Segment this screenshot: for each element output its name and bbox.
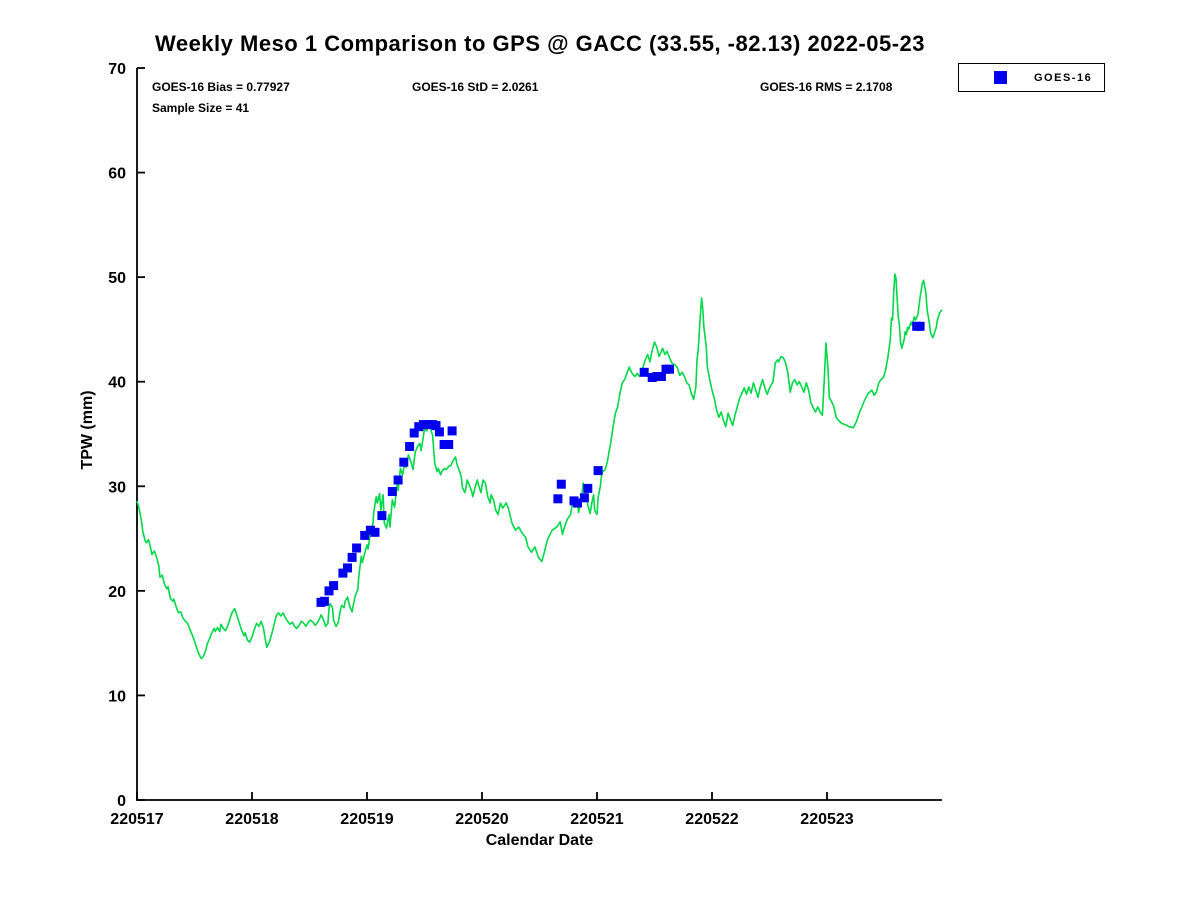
goes16-sample-marker: [360, 530, 370, 540]
goes16-sample-marker: [553, 494, 563, 504]
stat-sample-size: Sample Size = 41: [152, 101, 250, 115]
stat-rms: GOES-16 RMS = 2.1708: [760, 80, 893, 94]
legend-square-marker-icon: [994, 71, 1007, 84]
stat-bias: GOES-16 Bias = 0.77927: [152, 80, 290, 94]
goes16-sample-marker: [656, 372, 666, 381]
x-tick-label: 220521: [570, 811, 623, 828]
goes16-sample-marker: [370, 527, 380, 537]
goes16-sample-marker: [444, 440, 454, 449]
goes16-sample-marker: [393, 475, 403, 485]
legend-box: GOES-16: [958, 63, 1105, 92]
goes16-sample-marker: [347, 552, 357, 562]
y-tick-label: 10: [108, 688, 126, 705]
x-tick-label: 220523: [800, 811, 853, 828]
goes16-sample-marker: [447, 426, 457, 436]
legend-label: GOES-16: [1034, 71, 1093, 84]
goes16-sample-marker: [409, 428, 419, 438]
goes16-sample-marker: [365, 525, 375, 535]
goes16-sample-marker: [556, 479, 566, 489]
goes16-sample-marker: [915, 321, 925, 331]
goes16-sample-marker: [593, 466, 603, 476]
goes16-sample-marker: [573, 498, 582, 508]
goes16-sample-marker: [387, 487, 397, 496]
goes16-sample-marker: [434, 427, 444, 437]
goes16-sample-marker: [324, 586, 334, 596]
stat-std: GOES-16 StD = 2.0261: [412, 80, 539, 94]
x-axis-label: Calendar Date: [485, 832, 594, 849]
x-tick-label: 220519: [340, 811, 393, 828]
chart-title: Weekly Meso 1 Comparison to GPS @ GACC (…: [154, 31, 926, 56]
x-tick-label: 220517: [110, 811, 163, 828]
goes16-sample-marker: [399, 457, 409, 467]
goes16-sample-marker: [343, 563, 352, 573]
gps-tpw-line: [136, 273, 943, 660]
axis-spines: [136, 68, 942, 801]
goes16-sample-marker: [423, 420, 433, 430]
goes16-sample-marker: [665, 364, 674, 374]
goes16-sample-marker: [414, 422, 424, 432]
x-tick-label: 220522: [685, 811, 738, 828]
goes16-sample-marker: [338, 568, 348, 578]
goes16-sample-marker: [377, 511, 387, 521]
y-tick-label: 70: [108, 61, 126, 78]
goes16-sample-marker: [319, 596, 329, 606]
goes16-sample-marker: [439, 440, 449, 449]
goes16-sample-marker: [639, 367, 649, 377]
goes16-sample-marker: [405, 442, 415, 451]
y-tick-label: 40: [108, 375, 126, 392]
y-tick-label: 30: [108, 479, 126, 496]
goes16-sample-marker: [579, 493, 589, 503]
x-tick-label: 220518: [225, 811, 278, 828]
goes16-sample-marker: [431, 421, 441, 431]
goes16-sample-marker: [352, 543, 362, 553]
goes16-sample-marker: [583, 483, 593, 493]
goes16-sample-marker: [652, 372, 662, 381]
y-tick-label: 60: [108, 166, 126, 183]
y-tick-label: 20: [108, 584, 126, 601]
x-tick-label: 220520: [455, 811, 508, 828]
y-tick-label: 50: [108, 270, 126, 287]
y-tick-label: 0: [117, 793, 126, 810]
goes16-sample-marker: [329, 581, 339, 591]
goes16-sample-marker: [647, 373, 657, 382]
